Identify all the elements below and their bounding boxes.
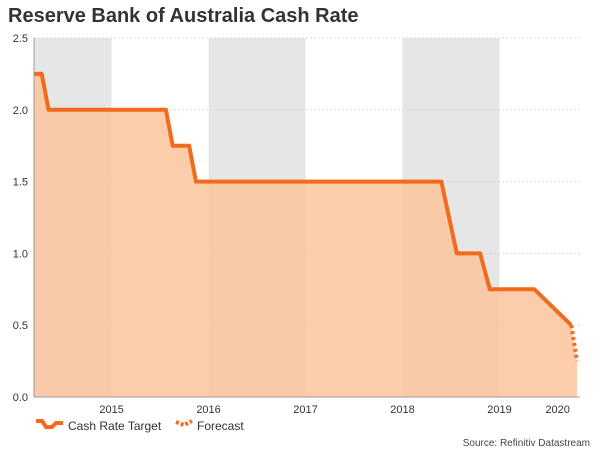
series-line-forecast [569, 324, 580, 362]
source-note: Source: Refinitiv Datastream [463, 438, 590, 449]
y-tick-label-2: 1.0 [13, 248, 28, 260]
legend-swatch-cash-rate-target [36, 419, 63, 429]
y-tick-label-0: 0.0 [13, 392, 28, 404]
series-line-cash-rate-target [34, 71, 573, 327]
x-tick-label-2020: 2020 [545, 404, 569, 416]
x-tick-label-2015: 2015 [99, 404, 123, 416]
legend-label-cash-rate-target: Cash Rate Target [68, 419, 162, 433]
x-tick-label-2017: 2017 [293, 404, 317, 416]
x-tick-label-2019: 2019 [487, 404, 511, 416]
legend-label-forecast: Forecast [197, 419, 244, 433]
y-tick-label-1: 0.5 [13, 320, 28, 332]
y-tick-label-4: 2.0 [13, 105, 28, 117]
area-fill [34, 73, 578, 398]
x-tick-label-2018: 2018 [390, 404, 414, 416]
legend-swatch-forecast [175, 419, 193, 428]
chart-title: Reserve Bank of Australia Cash Rate [8, 5, 359, 27]
y-tick-label-5: 2.5 [13, 33, 28, 45]
x-tick-label-2016: 2016 [196, 404, 220, 416]
y-tick-label-3: 1.5 [13, 177, 28, 189]
